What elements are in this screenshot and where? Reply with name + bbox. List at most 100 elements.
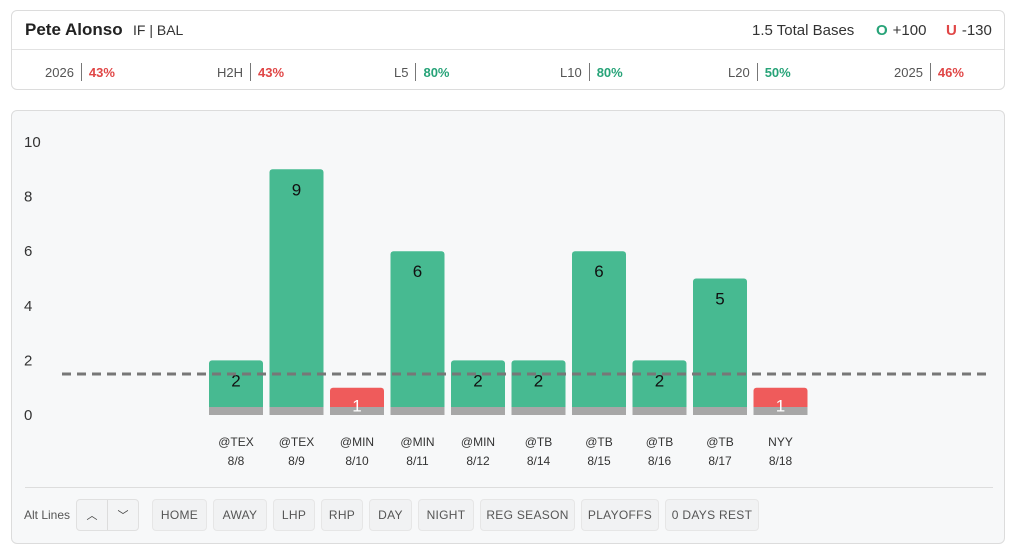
x-tick-label: NYY xyxy=(768,435,793,449)
over-letter: O xyxy=(876,22,888,39)
x-tick-label: @TEX xyxy=(279,435,315,449)
x-date-label: 8/11 xyxy=(406,454,429,468)
stat-divider xyxy=(756,63,758,81)
bar-base xyxy=(511,407,566,415)
under-letter: U xyxy=(946,22,957,39)
x-date-label: 8/12 xyxy=(466,454,490,468)
x-tick-label: @TEX xyxy=(218,435,254,449)
stat-label: L5 xyxy=(394,64,409,80)
header-top-row: Pete Alonso IF | BAL 1.5 Total Bases O +1… xyxy=(12,11,1004,50)
bar-value-label: 2 xyxy=(231,371,240,390)
stat-h2h: H2H 43% xyxy=(217,63,284,81)
filter-reg-season-button[interactable]: REG SEASON xyxy=(480,499,575,531)
stat-2025: 2025 46% xyxy=(894,63,964,81)
game-log-chart-card: 0 2 4 6 8 10 2 @TEX 8/8 9 @TEX 8/9 1 @MIN 8/10 6 @MIN 8/1… xyxy=(11,110,1005,544)
player-name[interactable]: Pete Alonso xyxy=(25,20,123,39)
filter-away-button[interactable]: AWAY xyxy=(213,499,267,531)
player-position-team: IF | BAL xyxy=(133,22,184,38)
bar-base xyxy=(330,407,384,415)
bar-value-label: 1 xyxy=(776,397,785,416)
x-tick-label: @MIN xyxy=(400,435,434,449)
bar-value-label: 2 xyxy=(473,371,482,390)
bar xyxy=(572,251,626,415)
bar-base xyxy=(390,407,445,415)
chevron-up-icon: ︿ xyxy=(86,510,98,522)
filter-lhp-button[interactable]: LHP xyxy=(273,499,315,531)
bar xyxy=(511,360,566,415)
x-tick-label: @TB xyxy=(525,435,553,449)
player-prop-header: Pete Alonso IF | BAL 1.5 Total Bases O +1… xyxy=(11,10,1005,90)
bar-value-label: 9 xyxy=(292,180,301,199)
prop-line-label: 1.5 Total Bases xyxy=(752,22,855,39)
stat-value: 80% xyxy=(596,64,623,80)
bar-base xyxy=(753,407,808,415)
filter-rhp-button[interactable]: RHP xyxy=(321,499,363,531)
y-tick-label: 10 xyxy=(24,134,41,151)
bar-base xyxy=(632,407,687,415)
stat-divider xyxy=(80,63,82,81)
x-tick-label: @TB xyxy=(585,435,613,449)
bar xyxy=(693,278,747,415)
under-odds[interactable]: U -130 xyxy=(946,22,992,39)
bar-value-label: 1 xyxy=(352,397,361,416)
stat-value: 50% xyxy=(764,64,791,80)
x-date-label: 8/9 xyxy=(288,454,305,468)
x-tick-label: @MIN xyxy=(461,435,495,449)
stat-value: 43% xyxy=(88,64,115,80)
x-tick-label: @TB xyxy=(706,435,734,449)
x-date-label: 8/18 xyxy=(769,454,793,468)
y-tick-label: 0 xyxy=(24,407,32,424)
stat-label: 2025 xyxy=(894,64,923,80)
alt-lines-label: Alt Lines xyxy=(24,508,71,522)
chevron-down-icon: ﹀ xyxy=(117,510,129,522)
stat-l20: L20 50% xyxy=(728,63,791,81)
bar xyxy=(451,360,505,415)
bar-value-label: 2 xyxy=(534,371,543,390)
bar xyxy=(269,169,324,415)
x-tick-label: @TB xyxy=(646,435,674,449)
stat-value: 46% xyxy=(937,64,964,80)
alt-lines-stepper: ︿ ﹀ xyxy=(76,499,139,531)
stat-label: 2026 xyxy=(45,64,74,80)
y-tick-label: 2 xyxy=(24,352,32,369)
y-tick-label: 8 xyxy=(24,189,32,206)
bar-value-label: 2 xyxy=(655,371,664,390)
over-odds-value: +100 xyxy=(892,22,927,39)
filter-divider xyxy=(25,487,993,488)
bar-base xyxy=(209,407,263,415)
stat-label: L20 xyxy=(728,64,750,80)
stat-2026: 2026 43% xyxy=(45,63,115,81)
stat-divider xyxy=(250,63,252,81)
filter-home-button[interactable]: HOME xyxy=(152,499,207,531)
stat-label: L10 xyxy=(560,64,582,80)
bar-base xyxy=(269,407,324,415)
x-date-label: 8/8 xyxy=(228,454,245,468)
y-tick-label: 4 xyxy=(24,298,32,315)
bar-value-label: 6 xyxy=(413,262,422,281)
stat-divider xyxy=(588,63,590,81)
stat-l10: L10 80% xyxy=(560,63,623,81)
x-date-label: 8/16 xyxy=(648,454,672,468)
filter-playoffs-button[interactable]: PLAYOFFS xyxy=(581,499,659,531)
stat-value: 80% xyxy=(423,64,450,80)
filter-zero-days-rest-button[interactable]: 0 DAYS REST xyxy=(665,499,759,531)
stat-label: H2H xyxy=(217,64,244,80)
bar-value-label: 5 xyxy=(715,290,724,309)
alt-line-up-button[interactable]: ︿ xyxy=(77,500,107,530)
bar-chart: 0 2 4 6 8 10 2 @TEX 8/8 9 @TEX 8/9 1 @MIN 8/10 6 @MIN 8/1… xyxy=(24,134,986,468)
y-tick-label: 6 xyxy=(24,243,32,260)
stat-l5: L5 80% xyxy=(394,63,450,81)
stat-divider xyxy=(415,63,417,81)
x-date-label: 8/17 xyxy=(708,454,732,468)
filter-day-button[interactable]: DAY xyxy=(369,499,412,531)
x-date-label: 8/15 xyxy=(587,454,611,468)
bar-value-label: 6 xyxy=(594,262,603,281)
filter-night-button[interactable]: NIGHT xyxy=(418,499,474,531)
under-odds-value: -130 xyxy=(961,22,992,39)
bar-base xyxy=(693,407,747,415)
alt-line-down-button[interactable]: ﹀ xyxy=(107,500,138,530)
x-date-label: 8/10 xyxy=(345,454,369,468)
x-tick-label: @MIN xyxy=(340,435,374,449)
over-odds[interactable]: O +100 xyxy=(876,22,926,39)
bar-base xyxy=(572,407,626,415)
